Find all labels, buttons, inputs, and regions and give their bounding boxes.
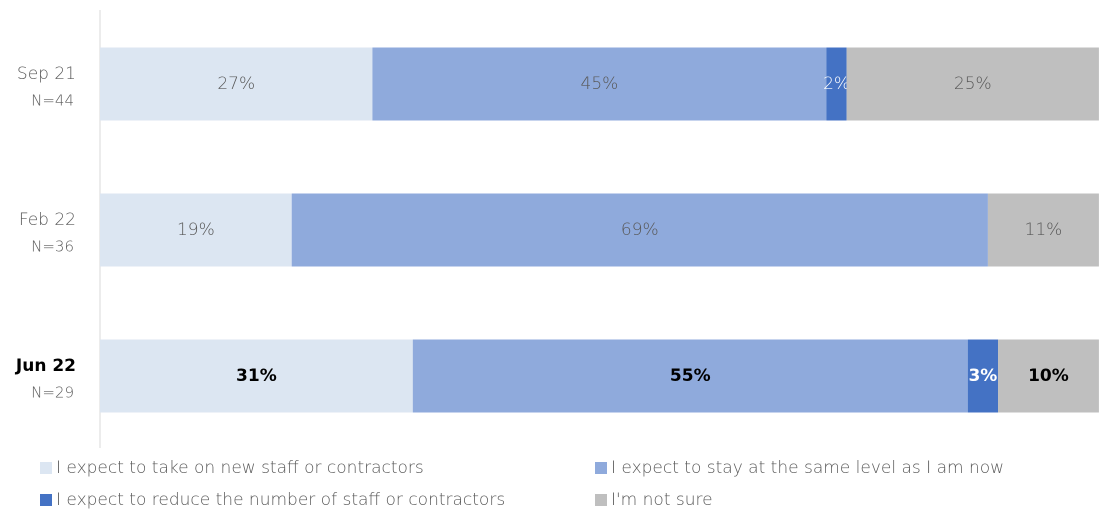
bar-segment bbox=[998, 339, 1099, 413]
legend-swatch bbox=[595, 494, 607, 506]
legend-swatch bbox=[40, 494, 52, 506]
bar-segment bbox=[987, 193, 1099, 267]
legend-label: I expect to take on new staff or contrac… bbox=[56, 458, 424, 478]
bar-segment bbox=[846, 47, 1099, 121]
value-label: 3% bbox=[968, 366, 997, 386]
category-note: N=44 bbox=[31, 92, 74, 110]
bar-segment bbox=[100, 47, 373, 121]
category-label: Jun 22 bbox=[15, 356, 76, 376]
bar-segment bbox=[100, 339, 413, 413]
bar-segment bbox=[826, 47, 847, 121]
value-label: 11% bbox=[1025, 220, 1063, 240]
value-label: 2% bbox=[823, 74, 850, 94]
legend-label: I'm not sure bbox=[611, 490, 713, 510]
value-label: 55% bbox=[670, 366, 711, 386]
value-label: 10% bbox=[1028, 366, 1069, 386]
category-note: N=29 bbox=[31, 384, 74, 402]
category-note: N=36 bbox=[31, 238, 74, 256]
category-label: Feb 22 bbox=[19, 210, 76, 230]
value-label: 45% bbox=[581, 74, 619, 94]
bar-segment bbox=[372, 47, 827, 121]
value-label: 69% bbox=[621, 220, 659, 240]
value-label: 19% bbox=[177, 220, 215, 240]
category-label: Sep 21 bbox=[17, 64, 76, 84]
legend-label: I expect to stay at the same level as I … bbox=[611, 458, 1004, 478]
bar-segment bbox=[291, 193, 988, 267]
bar-segment bbox=[967, 339, 999, 413]
value-label: 25% bbox=[954, 74, 992, 94]
legend-label: I expect to reduce the number of staff o… bbox=[56, 490, 505, 510]
value-label: 27% bbox=[217, 74, 255, 94]
legend-swatch bbox=[40, 462, 52, 474]
bar-segment bbox=[100, 193, 292, 267]
value-label: 31% bbox=[236, 366, 277, 386]
legend-swatch bbox=[595, 462, 607, 474]
bar-segment bbox=[412, 339, 968, 413]
